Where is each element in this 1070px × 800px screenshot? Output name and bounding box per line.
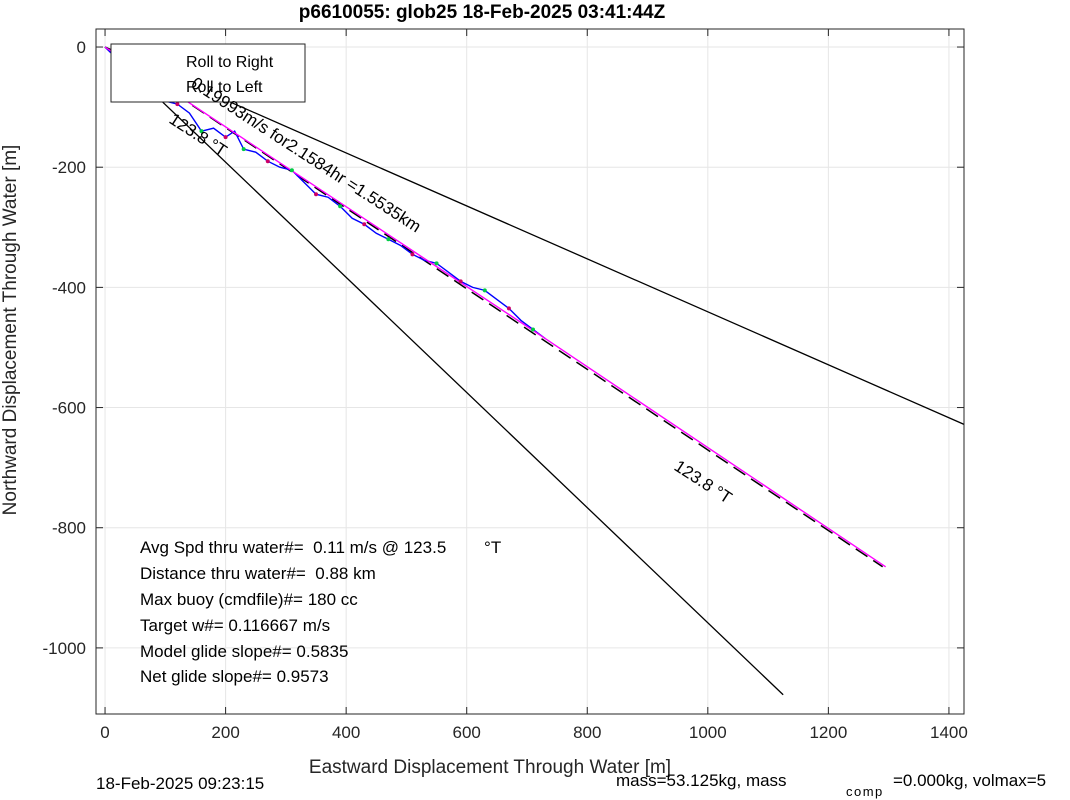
x-axis-label: Eastward Displacement Through Water [m] [309,757,671,778]
roll-marker [338,204,343,209]
reference-line [104,46,784,696]
legend-entry-roll-right: Roll to Right [186,54,274,71]
roll-marker [223,135,228,140]
footer-volmax: =0.000kg, volmax=5 [893,771,1046,790]
roll-marker [199,129,204,134]
stat-net-glide-slope: Net glide slope#= 0.9573 [140,667,329,686]
stat-distance: Distance thru water#= 0.88 km [140,564,376,583]
roll-marker [314,192,319,197]
x-ticks: 0 200 400 600 800 1000 1200 1400 [100,29,968,742]
y-tick-label: -400 [52,278,86,297]
stat-target-w: Target w#= 0.116667 m/s [140,616,330,635]
x-tick-label: 1000 [689,723,727,742]
y-tick-label: -600 [52,399,86,418]
y-tick-label: -200 [52,158,86,177]
legend-entry-roll-left: Roll to Left [186,79,263,96]
x-tick-label: 600 [453,723,481,742]
reference-line [104,46,964,425]
roll-marker [175,102,180,107]
roll-marker [386,237,391,242]
roll-marker [458,279,463,284]
legend-box [110,43,306,103]
axes-frame [95,28,965,715]
footer-mass-comp-subscript: comp [846,784,884,799]
x-tick-label: 800 [573,723,601,742]
roll-marker [434,261,439,266]
roll-marker [410,252,415,257]
stat-max-buoy: Max buoy (cmdfile)#= 180 cc [140,590,358,609]
y-tick-label: -800 [52,519,86,538]
footer-date: 18-Feb-2025 09:23:15 [96,774,264,793]
series-line [104,46,887,568]
y-tick-label: 0 [77,38,86,57]
plot-area [96,29,964,714]
roll-marker [531,327,536,332]
x-tick-label: 1400 [930,723,968,742]
stat-model-glide-slope: Model glide slope#= 0.5835 [140,642,348,661]
data-series [104,46,887,568]
roll-marker [241,147,246,152]
grid [96,29,964,714]
roll-marker [506,306,511,311]
stat-avg-speed: Avg Spd thru water#= 0.11 m/s @ 123.5 °T [140,538,501,557]
roll-marker [289,168,294,173]
roll-marker [265,159,270,164]
y-axis-label: Northward Displacement Through Water [m] [0,145,21,516]
footer-mass: mass=53.125kg, mass [616,771,787,790]
x-tick-label: 1200 [809,723,847,742]
x-tick-label: 0 [100,723,109,742]
roll-marker [482,288,487,293]
stats-block: Avg Spd thru water#= 0.11 m/s @ 123.5 °T… [140,538,501,686]
y-tick-label: -1000 [43,639,86,658]
chart-title: p6610055: glob25 18-Feb-2025 03:41:44Z [299,2,666,23]
roll-marker [362,222,367,227]
y-ticks: 0 -200 -400 -600 -800 -1000 [43,38,964,658]
x-tick-label: 400 [332,723,360,742]
x-tick-label: 200 [211,723,239,742]
legend: Roll to Right Roll to Left [110,43,306,103]
series-line [104,46,546,340]
